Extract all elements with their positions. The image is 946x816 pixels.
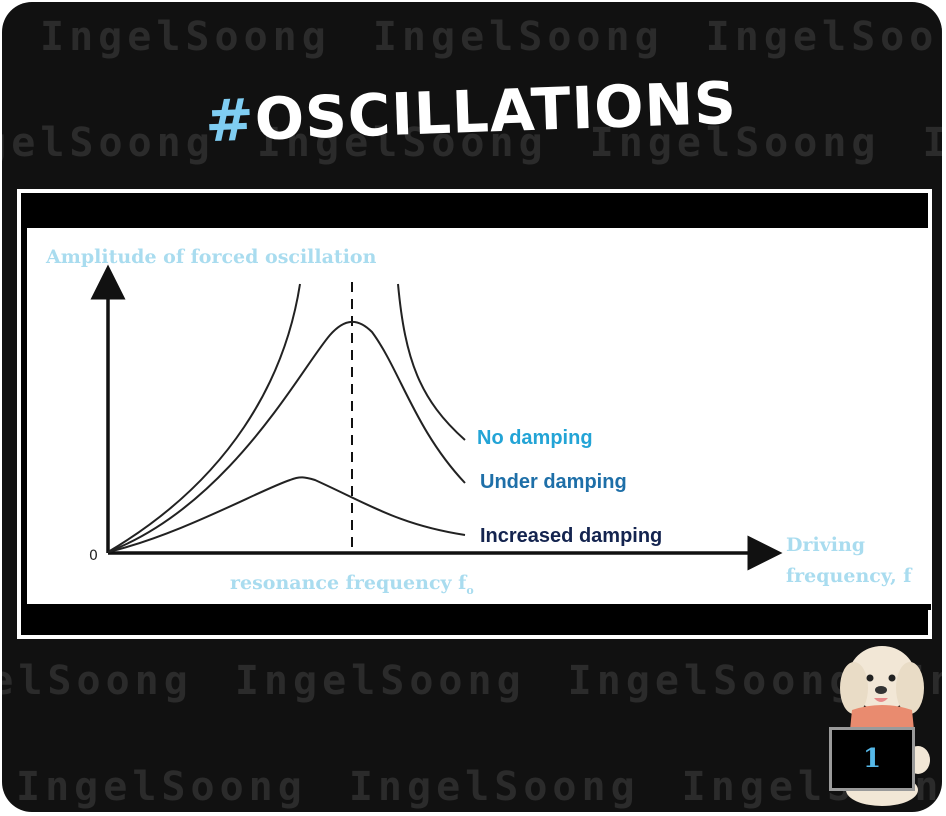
under-damping-curve xyxy=(107,320,466,553)
watermark-text: IngelSoong xyxy=(234,658,526,704)
x-axis-label: Driving frequency, f xyxy=(786,530,911,592)
watermark-text: IngelSoong xyxy=(348,764,640,810)
watermark-text: IngelSoong xyxy=(372,14,664,60)
watermark-text: IngelSoong xyxy=(40,14,331,60)
origin-label: 0 xyxy=(89,548,98,564)
no-damping-curve-right xyxy=(397,283,466,441)
under-damping-label: Under damping xyxy=(480,471,627,493)
x-axis-label-line1: Driving xyxy=(786,534,866,556)
panel-notch xyxy=(540,604,931,610)
resonance-subscript: o xyxy=(466,583,474,597)
no-damping-label: No damping xyxy=(477,427,593,449)
watermark-text: IngelSoong xyxy=(256,120,548,166)
watermark-text: IngelSoong xyxy=(2,120,215,166)
resonance-label-text: resonance frequency f xyxy=(230,572,467,594)
watermark-row: IngelSoong IngelSoong IngelSoong IngelSoong xyxy=(2,120,942,166)
watermark-text: IngelSoong xyxy=(589,120,881,166)
watermark-text: IngelSoong xyxy=(16,764,307,810)
watermark-text: IngelSoong xyxy=(567,658,859,704)
page-number: 1 xyxy=(862,744,882,774)
watermark-text: IngelSoong xyxy=(705,14,942,60)
y-axis-label: Amplitude of forced oscillation xyxy=(46,246,377,268)
increased-damping-curve xyxy=(107,476,466,553)
no-damping-curve-left xyxy=(107,283,301,553)
x-axis-label-line2: frequency, f xyxy=(786,565,912,587)
watermark-text: IngelSoong xyxy=(922,120,942,166)
increased-damping-label: Increased damping xyxy=(480,525,663,547)
page-number-badge: 1 xyxy=(829,727,915,791)
watermark-text: IngelSoong xyxy=(2,658,193,704)
resonance-label: resonance frequency fo xyxy=(230,572,474,597)
